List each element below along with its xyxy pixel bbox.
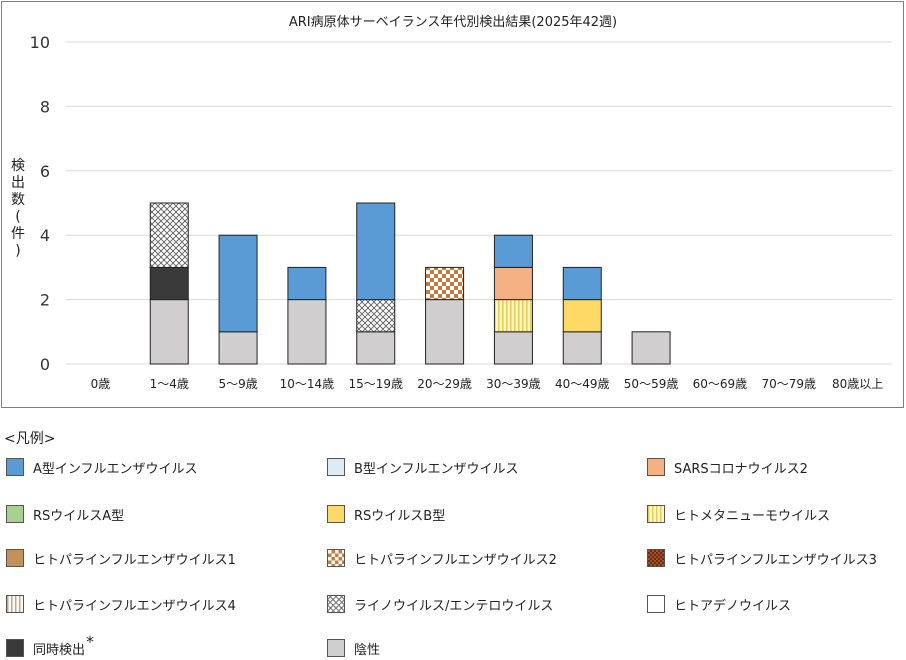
legend-item: RSウイルスA型	[6, 503, 124, 525]
y-tick-label: 0	[40, 355, 50, 374]
x-tick-label: 40～49歳	[555, 377, 610, 391]
legend-swatch	[6, 639, 24, 657]
legend-swatch	[327, 549, 345, 567]
bar-segment	[562, 299, 602, 333]
y-axis-label: 検出数(件)	[10, 158, 26, 260]
bar-segment	[356, 299, 396, 333]
legend-heading: <凡例>	[4, 431, 56, 447]
legend-swatch	[647, 505, 665, 523]
legend-swatch	[6, 505, 24, 523]
legend-swatch	[6, 458, 24, 476]
legend-item: A型インフルエンザウイルス	[6, 456, 198, 478]
legend-swatch	[6, 549, 24, 567]
bar-segment	[149, 299, 189, 365]
legend-swatch	[327, 595, 345, 613]
chart-title: ARI病原体サーベイランス年代別検出結果(2025年42週)	[289, 15, 617, 30]
x-tick-label: 0歳	[91, 377, 111, 391]
legend-label: ヒトパラインフルエンザウイルス2	[354, 552, 557, 568]
bar-segment	[493, 234, 533, 268]
x-tick-label: 10～14歳	[280, 377, 335, 391]
legend-note: *	[86, 631, 95, 651]
x-tick-label: 80歳以上	[832, 377, 883, 391]
legend-label: ヒトパラインフルエンザウイルス4	[33, 598, 236, 614]
bar-segment	[562, 266, 602, 301]
legend-swatch	[6, 595, 24, 613]
legend-item: 同時検出 *	[6, 632, 94, 659]
y-axis-label-char: (	[15, 209, 21, 225]
legend-item: ヒトメタニューモウイルス	[647, 503, 830, 525]
legend-swatch	[327, 639, 345, 657]
bar-segment	[631, 331, 671, 365]
legend-label: RSウイルスB型	[354, 508, 446, 524]
bar-segment	[287, 266, 327, 301]
bar-segment	[493, 266, 533, 301]
bar-segment	[218, 234, 258, 333]
bar-segment	[493, 299, 533, 333]
x-tick-label: 5～9歳	[218, 377, 257, 391]
legend-swatch	[647, 549, 665, 567]
bar-segment	[287, 299, 327, 365]
x-tick-label: 15～19歳	[348, 377, 403, 391]
x-tick-label: 70～79歳	[761, 377, 816, 391]
y-axis-label-char: 数	[11, 192, 25, 208]
x-tick-label: 50～59歳	[624, 377, 679, 391]
legend-label: RSウイルスA型	[33, 508, 125, 524]
legend-item: ヒトパラインフルエンザウイルス2	[327, 547, 557, 569]
legend-label: ヒトパラインフルエンザウイルス1	[33, 552, 236, 568]
y-tick-label: 8	[40, 97, 50, 116]
y-tick-label: 2	[40, 291, 50, 310]
y-tick-label: 6	[40, 162, 50, 181]
x-tick-label: 30～39歳	[486, 377, 541, 391]
legend-label: ヒトパラインフルエンザウイルス3	[674, 552, 877, 568]
legend-label: 陰性	[354, 642, 381, 658]
legend-item: B型インフルエンザウイルス	[327, 456, 519, 478]
legend-item: ヒトパラインフルエンザウイルス4	[6, 593, 236, 615]
y-axis-label-char: 出	[11, 175, 25, 191]
bar-segment	[356, 202, 396, 301]
y-axis-label-char: )	[15, 243, 21, 259]
legend-swatch	[327, 458, 345, 476]
legend-label: SARSコロナウイルス2	[674, 461, 808, 477]
y-tick-label: 10	[30, 33, 50, 52]
y-axis-label-char: 件	[11, 226, 25, 242]
legend-label: ヒトメタニューモウイルス	[674, 508, 831, 524]
legend-swatch	[647, 595, 665, 613]
bar-segment	[356, 331, 396, 365]
legend-label: ヒトアデノウイルス	[674, 598, 792, 614]
y-tick-label: 4	[40, 226, 50, 245]
legend-label: 同時検出	[33, 642, 86, 658]
legend-item: 陰性	[327, 637, 380, 659]
bar-segment	[218, 331, 258, 365]
bar-segment	[493, 331, 533, 365]
legend-item: SARSコロナウイルス2	[647, 456, 808, 478]
bar-segment	[425, 299, 465, 365]
bar-segment	[562, 331, 602, 365]
chart-frame: ARI病原体サーベイランス年代別検出結果(2025年42週) 0 2 4 6 8 10 0歳 1…	[1, 1, 904, 408]
bar-segment	[425, 266, 465, 301]
legend-swatch	[647, 458, 665, 476]
legend-item: RSウイルスB型	[327, 503, 445, 525]
legend-item: ヒトパラインフルエンザウイルス3	[647, 547, 877, 569]
legend-swatch	[327, 505, 345, 523]
chart-svg: ARI病原体サーベイランス年代別検出結果(2025年42週) 0 2 4 6 8 10 0歳 1…	[30, 15, 892, 391]
legend-label: A型インフルエンザウイルス	[33, 461, 198, 477]
bar-segment	[149, 266, 189, 301]
y-axis-label-char: 検	[11, 158, 25, 174]
bar-segment	[149, 202, 189, 268]
legend-label: ライノウイルス/エンテロウイルス	[354, 598, 554, 614]
x-tick-label: 1～4歳	[150, 377, 189, 391]
legend-label: B型インフルエンザウイルス	[354, 461, 519, 477]
x-tick-label: 60～69歳	[693, 377, 748, 391]
legend-item: ライノウイルス/エンテロウイルス	[327, 593, 553, 615]
legend-item: ヒトアデノウイルス	[647, 593, 791, 615]
legend-item: ヒトパラインフルエンザウイルス1	[6, 547, 236, 569]
x-tick-label: 20～29歳	[417, 377, 472, 391]
